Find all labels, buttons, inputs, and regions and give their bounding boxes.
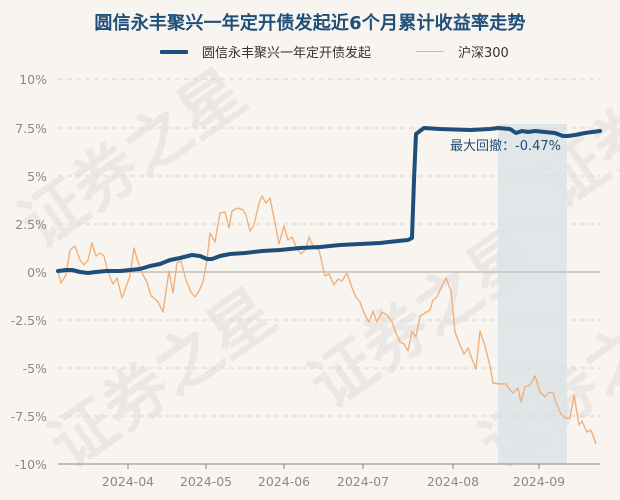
legend-item-fund[interactable]: 圆信永丰聚兴一年定开债发起 [160,42,371,61]
fund-return-line[interactable] [56,126,602,275]
legend-index-label: 沪深300 [458,46,509,61]
svg-text:2024-06: 2024-06 [258,474,310,489]
svg-text:-10%: -10% [15,457,47,472]
x-axis: 2024-04 2024-05 2024-06 2024-07 2024-08 … [102,464,565,489]
svg-text:2024-07: 2024-07 [337,474,389,489]
legend-fund-label: 圆信永丰聚兴一年定开债发起 [202,46,372,61]
svg-text:5%: 5% [27,169,47,184]
csi300-line[interactable] [57,195,597,445]
y-axis: 10% 7.5% 5% 2.5% 0% -2.5% -5% -7.5% -10% [11,72,47,472]
svg-text:证券之星: 证券之星 [37,276,289,483]
svg-text:2024-05: 2024-05 [180,474,232,489]
chart-title: 圆信永丰聚兴一年定开债发起近6个月累计收益率走势 [94,13,526,34]
svg-text:2024-09: 2024-09 [513,474,565,489]
svg-text:0%: 0% [27,265,47,280]
svg-text:-5%: -5% [23,361,47,376]
svg-text:-7.5%: -7.5% [11,409,47,424]
svg-text:2.5%: 2.5% [15,217,47,232]
legend: 圆信永丰聚兴一年定开债发起 沪深300 [0,42,620,62]
svg-text:-2.5%: -2.5% [11,313,47,328]
svg-text:2024-08: 2024-08 [427,474,479,489]
legend-item-index[interactable]: 沪深300 [416,42,509,61]
max-drawdown-region [498,124,567,464]
legend-index-line-icon [416,50,444,53]
legend-fund-line-icon [160,49,188,54]
grid-lines [58,78,600,417]
svg-text:7.5%: 7.5% [15,121,47,136]
svg-text:10%: 10% [19,72,47,87]
svg-text:2024-04: 2024-04 [102,474,154,489]
max-drawdown-label: 最大回撤：-0.47% [450,138,561,154]
